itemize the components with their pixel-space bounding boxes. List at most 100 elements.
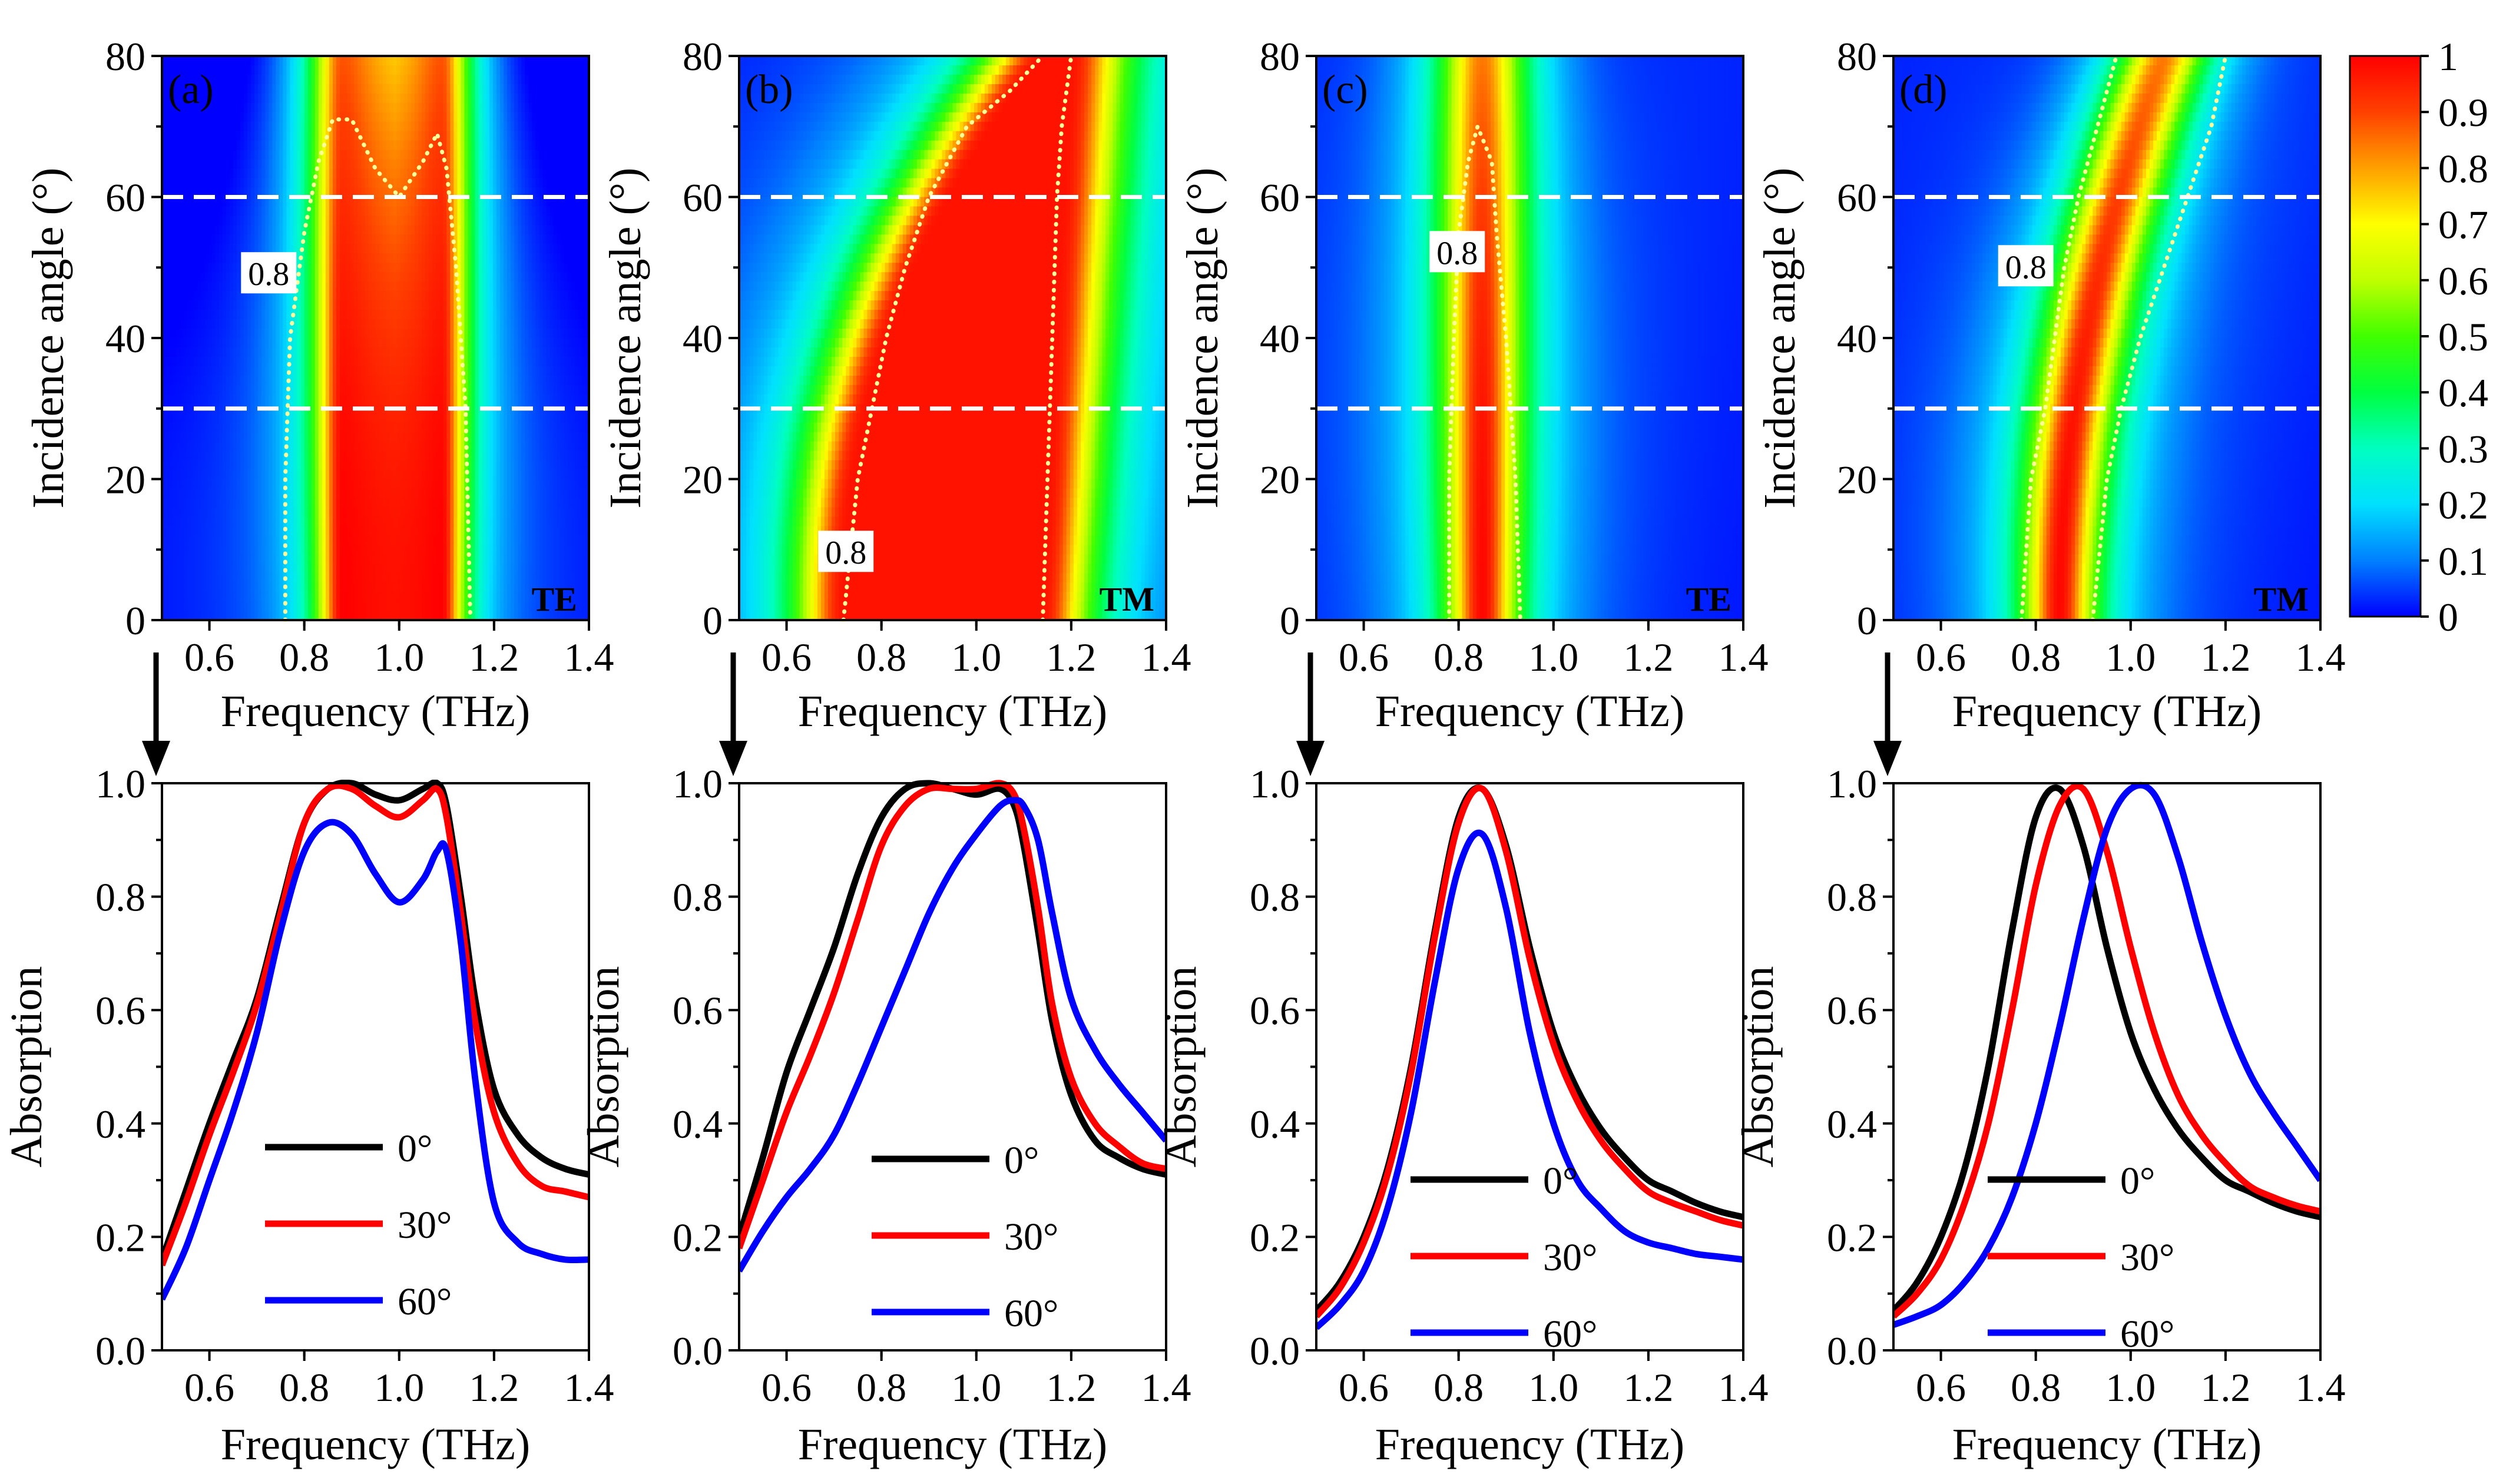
series-group bbox=[162, 780, 589, 1301]
x-tick-label: 0.8 bbox=[1433, 1365, 1484, 1410]
legend: 0° 30° 60° bbox=[265, 1127, 452, 1323]
y-axis-title: Incidence angle (°) bbox=[1178, 168, 1227, 509]
x-tick-label: 1.4 bbox=[564, 635, 614, 680]
y-axis: 0 20 40 60 80 Incidence angle (°) bbox=[601, 34, 739, 643]
x-axis: 0.6 0.8 1.0 1.2 1.4 Frequency (THz) bbox=[762, 1350, 1191, 1469]
x-tick-label: 1.4 bbox=[1141, 635, 1191, 680]
heatmap-image bbox=[739, 56, 1166, 620]
y-tick-label: 20 bbox=[683, 458, 723, 502]
contour-label: 0.8 bbox=[1429, 231, 1485, 273]
y-tick-label: 0.2 bbox=[95, 1215, 145, 1260]
x-axis-title: Frequency (THz) bbox=[221, 687, 530, 736]
series-line-60deg bbox=[162, 819, 589, 1301]
contour-0.8-line bbox=[2090, 54, 2228, 622]
y-tick-label: 0.2 bbox=[1827, 1215, 1877, 1260]
heatmap-panel: 0.8 (a) TE 0.6 0.8 1.0 1.2 1.4 Frequency (THz) 0 2… bbox=[24, 34, 614, 776]
legend-label: 60° bbox=[1543, 1313, 1597, 1356]
x-axis-title: Frequency (THz) bbox=[798, 687, 1107, 736]
down-arrow bbox=[142, 652, 170, 776]
x-tick-label: 1.4 bbox=[564, 1365, 614, 1410]
contour-0.8-line bbox=[1041, 54, 1074, 622]
x-tick-label: 1.4 bbox=[2296, 635, 2346, 680]
x-tick-label: 1.2 bbox=[1046, 635, 1096, 680]
x-tick-label: 1.0 bbox=[2105, 1365, 2156, 1410]
contour-0.8-line bbox=[841, 54, 1045, 622]
heatmap-image bbox=[1893, 56, 2320, 620]
x-axis: 0.6 0.8 1.0 1.2 1.4 Frequency (THz) bbox=[1339, 620, 1769, 736]
legend-label: 0° bbox=[2120, 1160, 2155, 1203]
heatmap-panel: 0.8 (b) TM 0.6 0.8 1.0 1.2 1.4 Frequency (THz) 0 2… bbox=[601, 34, 1191, 776]
y-tick-label: 60 bbox=[105, 175, 145, 220]
heatmap-panel: 0.8 (d) TM 0.6 0.8 1.0 1.2 1.4 Frequency (THz) 0 2… bbox=[1755, 34, 2346, 776]
y-tick-label: 0.2 bbox=[673, 1215, 723, 1260]
y-tick-label: 0.6 bbox=[673, 988, 723, 1033]
y-tick-label: 0.8 bbox=[1827, 875, 1877, 920]
legend: 0° 30° 60° bbox=[1988, 1160, 2174, 1356]
series-line-0deg bbox=[739, 780, 1166, 1238]
x-tick-label: 1.2 bbox=[2200, 1365, 2250, 1410]
y-axis: 0 20 40 60 80 Incidence angle (°) bbox=[24, 34, 162, 643]
legend: 0° 30° 60° bbox=[1411, 1160, 1597, 1356]
x-tick-label: 1.0 bbox=[1528, 1365, 1578, 1410]
x-tick-label: 0.6 bbox=[762, 635, 812, 680]
panel-label: (b) bbox=[745, 67, 793, 112]
legend-label: 30° bbox=[1543, 1236, 1597, 1279]
series-line-60deg bbox=[739, 797, 1166, 1273]
x-tick-label: 1.2 bbox=[2200, 635, 2250, 680]
x-axis: 0.6 0.8 1.0 1.2 1.4 Frequency (THz) bbox=[762, 620, 1191, 736]
contour-0.8-line bbox=[1447, 120, 1522, 622]
x-tick-label: 0.6 bbox=[1339, 1365, 1389, 1410]
y-tick-label: 60 bbox=[1260, 175, 1300, 220]
y-tick-label: 40 bbox=[1260, 316, 1300, 361]
x-tick-label: 0.8 bbox=[2011, 1365, 2061, 1410]
colorbar-tick-label: 0.6 bbox=[2438, 259, 2488, 303]
plot-frame bbox=[1892, 782, 2322, 1352]
y-axis: 0 20 40 60 80 Incidence angle (°) bbox=[1755, 34, 1893, 643]
x-tick-label: 1.4 bbox=[1141, 1365, 1191, 1410]
y-axis-title: Absorption bbox=[1733, 966, 1783, 1168]
series-line-0deg bbox=[162, 780, 589, 1261]
series-line-30deg bbox=[739, 780, 1166, 1250]
contour-0.8-line bbox=[283, 117, 473, 622]
colorbar-tick-label: 0.5 bbox=[2438, 314, 2488, 359]
down-arrow bbox=[1873, 652, 1902, 776]
x-tick-label: 1.4 bbox=[1719, 1365, 1769, 1410]
y-tick-label: 1.0 bbox=[95, 761, 145, 806]
legend-label: 0° bbox=[1543, 1160, 1578, 1203]
y-tick-label: 0.8 bbox=[673, 875, 723, 920]
legend-label: 30° bbox=[2120, 1236, 2174, 1279]
y-tick-label: 80 bbox=[683, 34, 723, 79]
legend-label: 30° bbox=[398, 1204, 452, 1247]
colorbar-gradient bbox=[2349, 55, 2422, 618]
x-axis: 0.6 0.8 1.0 1.2 1.4 Frequency (THz) bbox=[1916, 1350, 2346, 1469]
x-tick-label: 0.6 bbox=[1916, 635, 1966, 680]
y-tick-label: 0 bbox=[125, 598, 145, 643]
x-tick-label: 0.6 bbox=[184, 1365, 234, 1410]
y-tick-label: 60 bbox=[683, 175, 723, 220]
y-tick-label: 0.0 bbox=[1827, 1329, 1877, 1373]
x-axis-title: Frequency (THz) bbox=[221, 1420, 530, 1469]
colorbar-tick-label: 0.3 bbox=[2438, 426, 2488, 471]
colorbar-tick-label: 0.8 bbox=[2438, 146, 2488, 191]
down-arrow bbox=[719, 652, 747, 776]
y-axis: 0.0 0.2 0.4 0.6 0.8 1.0 Absorption bbox=[1156, 761, 1316, 1373]
y-tick-label: 0.4 bbox=[673, 1102, 723, 1147]
y-axis-title: Incidence angle (°) bbox=[601, 168, 650, 509]
x-tick-label: 0.8 bbox=[856, 1365, 906, 1410]
x-axis-title: Frequency (THz) bbox=[1375, 687, 1684, 736]
contour-label-text: 0.8 bbox=[1436, 235, 1478, 271]
y-tick-label: 0 bbox=[1857, 598, 1877, 643]
legend: 0° 30° 60° bbox=[872, 1139, 1058, 1335]
plot-frame bbox=[1315, 782, 1744, 1352]
x-tick-label: 0.6 bbox=[1339, 635, 1389, 680]
contour-label-text: 0.8 bbox=[2005, 249, 2047, 286]
y-tick-label: 1.0 bbox=[673, 761, 723, 806]
contour-label: 0.8 bbox=[818, 531, 874, 572]
x-tick-label: 0.8 bbox=[279, 635, 329, 680]
y-tick-label: 20 bbox=[1837, 458, 1877, 502]
legend-label: 30° bbox=[1004, 1215, 1058, 1258]
y-tick-label: 40 bbox=[1837, 316, 1877, 361]
